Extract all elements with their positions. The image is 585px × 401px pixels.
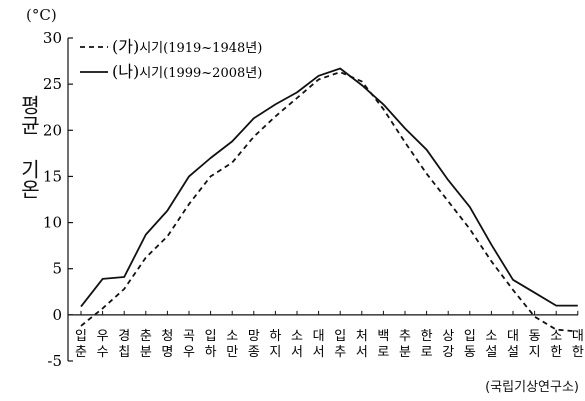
x-axis: 입 춘 우 수 경 칩 춘 분 청 명 곡 우 입 하 소 만 망 종 하 지 소 서 대 서 입 추 처 서 백 로 추 분 한 로 상 강 입 동 소 설… xyxy=(68,310,584,360)
source-note: (국립기상연구소) xyxy=(485,380,579,395)
y-tick-label: 30 xyxy=(43,29,62,47)
series-layer xyxy=(80,67,578,333)
series-line-1 xyxy=(80,71,578,333)
legend-label-1: (가)시기(1919~1948년) xyxy=(112,37,262,56)
y-axis: -5 0 5 10 15 20 25 30 xyxy=(43,29,73,370)
legend: (가)시기(1919~1948년) (나)시기(1999~2008년) xyxy=(80,37,262,81)
y-tick-label: -5 xyxy=(47,352,62,370)
y-unit-label: (°C) xyxy=(26,6,57,24)
legend-label-2: (나)시기(1999~2008년) xyxy=(112,62,262,81)
y-tick-label: 25 xyxy=(43,75,62,93)
series-line-2 xyxy=(80,67,578,308)
y-axis-title: 평균 기온 xyxy=(17,95,41,199)
y-tick-label: 10 xyxy=(43,214,62,232)
y-tick-label: 0 xyxy=(52,306,62,324)
y-tick-label: 5 xyxy=(52,260,62,278)
y-tick-label: 20 xyxy=(43,121,62,139)
y-tick-label: 15 xyxy=(43,167,62,185)
